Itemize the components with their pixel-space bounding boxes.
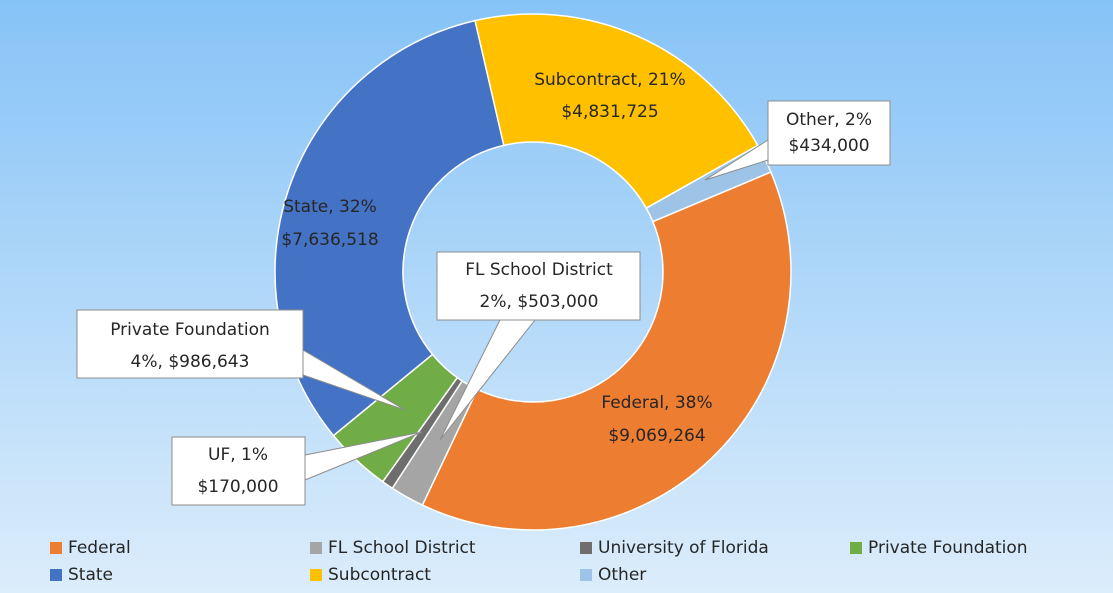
slice [421, 171, 792, 531]
data-label: Federal, 38% [601, 393, 712, 413]
data-label: State, 32% [283, 197, 377, 217]
data-label: Private Foundation [110, 320, 270, 340]
legend-label: State [68, 565, 113, 585]
legend-label: Federal [68, 538, 131, 558]
data-label: 4%, $986,643 [131, 352, 250, 372]
callout-box [171, 436, 306, 506]
legend-label: Subcontract [328, 565, 431, 585]
slice [274, 19, 505, 437]
data-label: $434,000 [788, 136, 869, 156]
legend-label: FL School District [328, 538, 476, 558]
legend-label: Other [598, 565, 646, 585]
data-label: Subcontract, 21% [534, 70, 686, 90]
slice [474, 13, 759, 210]
legend-swatch [580, 542, 592, 554]
data-label: FL School District [465, 260, 613, 280]
legend-swatch [50, 569, 62, 581]
legend-swatch [580, 569, 592, 581]
data-label: $9,069,264 [608, 426, 705, 446]
legend-swatch [850, 542, 862, 554]
legend-label: Private Foundation [868, 538, 1028, 558]
data-label: UF, 1% [208, 445, 268, 465]
data-label: 2%, $503,000 [480, 292, 599, 312]
data-label: $4,831,725 [561, 102, 658, 122]
callout-box [76, 309, 304, 379]
callout-box [767, 100, 891, 166]
legend-label: University of Florida [598, 538, 769, 558]
data-label: $170,000 [197, 477, 278, 497]
legend-swatch [310, 542, 322, 554]
callout-box [436, 251, 641, 321]
legend-swatch [50, 542, 62, 554]
legend-swatch [310, 569, 322, 581]
data-label: Other, 2% [786, 110, 872, 130]
data-label: $7,636,518 [281, 230, 378, 250]
